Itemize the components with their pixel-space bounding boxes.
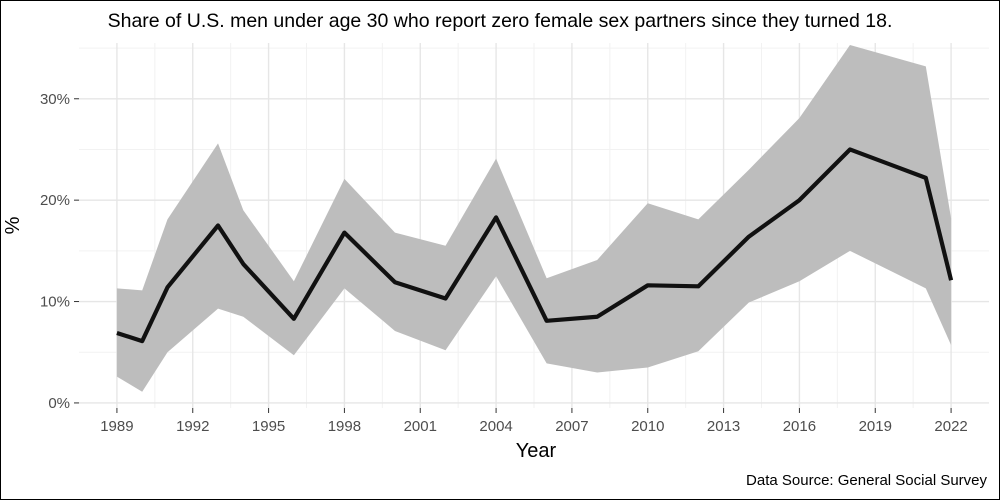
x-tick-label: 1995 bbox=[252, 418, 285, 435]
y-axis-title: % bbox=[2, 216, 24, 234]
x-tick-label: 2019 bbox=[859, 418, 892, 435]
x-tick-label: 2001 bbox=[404, 418, 437, 435]
x-axis-title: Year bbox=[516, 440, 557, 462]
x-tick-label: 2004 bbox=[479, 418, 512, 435]
y-tick-label: 30% bbox=[40, 91, 70, 108]
x-tick-label: 2016 bbox=[783, 418, 816, 435]
x-tick-label: 2022 bbox=[934, 418, 967, 435]
confidence-band bbox=[116, 45, 952, 392]
x-tick-label: 1992 bbox=[176, 418, 209, 435]
y-tick-label: 0% bbox=[48, 395, 70, 412]
y-tick-label: 20% bbox=[40, 192, 70, 209]
chart-caption: Data Source: General Social Survey bbox=[746, 472, 987, 489]
series-line bbox=[116, 147, 954, 344]
x-tick-label: 1989 bbox=[100, 418, 133, 435]
chart-title: Share of U.S. men under age 30 who repor… bbox=[107, 10, 893, 32]
x-tick-label: 2007 bbox=[555, 418, 588, 435]
y-tick-label: 10% bbox=[40, 294, 70, 311]
x-tick-label: 2013 bbox=[707, 418, 740, 435]
x-tick-label: 2010 bbox=[631, 418, 664, 435]
x-tick-label: 1998 bbox=[328, 418, 361, 435]
